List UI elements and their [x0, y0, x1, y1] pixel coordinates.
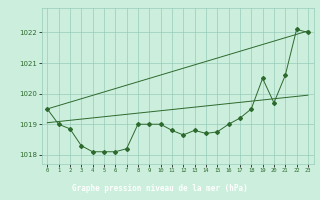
Text: Graphe pression niveau de la mer (hPa): Graphe pression niveau de la mer (hPa) [72, 184, 248, 193]
